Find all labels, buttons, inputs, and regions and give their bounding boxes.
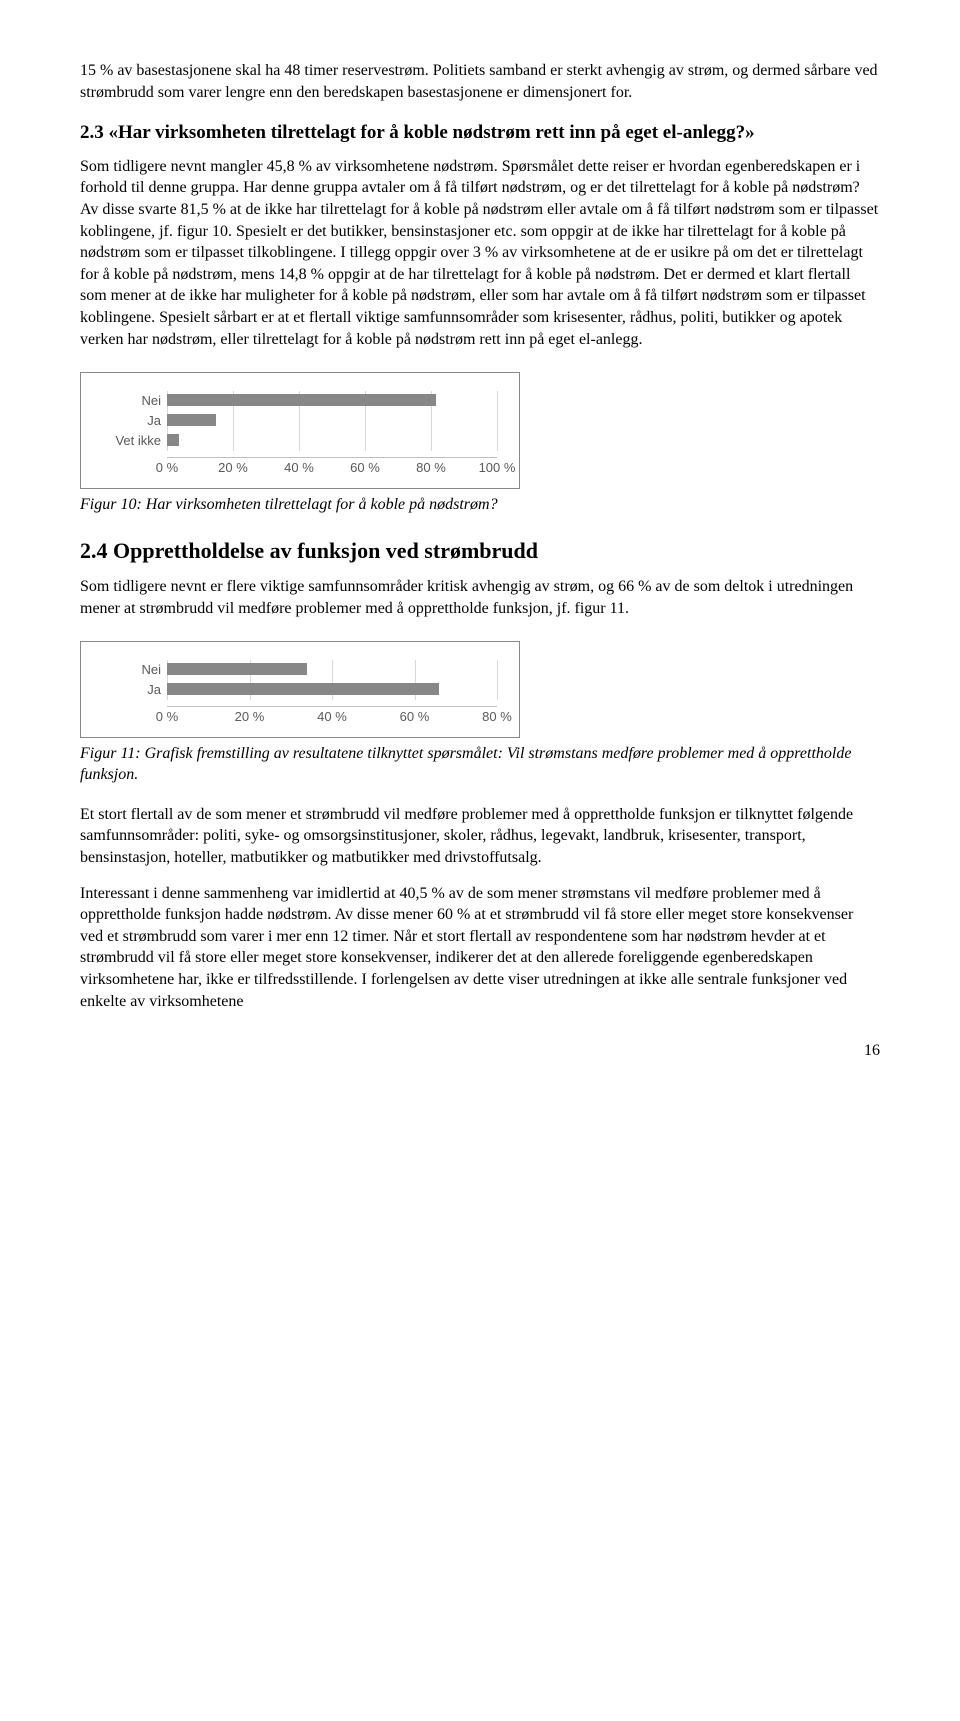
chart-bar xyxy=(167,683,439,695)
results-paragraph-2: Interessant i denne sammenheng var imidl… xyxy=(80,883,880,1013)
chart-category-label: Vet ikke xyxy=(99,433,167,448)
section-2-4-heading: 2.4 Opprettholdelse av funksjon ved strø… xyxy=(80,538,880,564)
chart-category-label: Nei xyxy=(99,662,167,677)
section-2-3-paragraph: Som tidligere nevnt mangler 45,8 % av vi… xyxy=(80,156,880,350)
chart-axis-tick: 0 % xyxy=(156,460,178,475)
chart-bar xyxy=(167,434,179,446)
page-number: 16 xyxy=(80,1042,880,1060)
chart-axis-tick: 40 % xyxy=(284,460,314,475)
chart-axis-tick: 100 % xyxy=(479,460,516,475)
chart-row: Nei xyxy=(99,660,501,678)
figure-11-caption: Figur 11: Grafisk fremstilling av result… xyxy=(80,744,880,786)
chart-bar xyxy=(167,394,436,406)
section-2-3-heading: 2.3 «Har virksomheten tilrettelagt for å… xyxy=(80,121,880,146)
chart-axis-tick: 80 % xyxy=(482,709,512,724)
chart-category-label: Nei xyxy=(99,393,167,408)
intro-paragraph: 15 % av basestasjonene skal ha 48 timer … xyxy=(80,60,880,103)
section-2-4-intro-paragraph: Som tidligere nevnt er flere viktige sam… xyxy=(80,576,880,619)
figure-10-chart: Nei Ja Vet ikke 0 % 20 % 40 % 60 % 80 % 100 % xyxy=(80,372,520,489)
chart-axis-tick: 80 % xyxy=(416,460,446,475)
figure-10-caption: Figur 10: Har virksomheten tilrettelagt … xyxy=(80,495,880,516)
chart-row: Vet ikke xyxy=(99,431,501,449)
results-paragraph-1: Et stort flertall av de som mener et str… xyxy=(80,804,880,869)
chart-axis-tick: 0 % xyxy=(156,709,178,724)
figure-11-chart: Nei Ja 0 % 20 % 40 % 60 % 80 % xyxy=(80,641,520,738)
chart-axis-tick: 20 % xyxy=(218,460,248,475)
chart-row: Ja xyxy=(99,680,501,698)
chart-category-label: Ja xyxy=(99,682,167,697)
chart-row: Ja xyxy=(99,411,501,429)
chart-bar xyxy=(167,414,216,426)
chart-row: Nei xyxy=(99,391,501,409)
chart-axis-tick: 40 % xyxy=(317,709,347,724)
chart-bar xyxy=(167,663,307,675)
chart-category-label: Ja xyxy=(99,413,167,428)
chart-axis-tick: 60 % xyxy=(350,460,380,475)
chart-axis-tick: 60 % xyxy=(400,709,430,724)
chart-axis-tick: 20 % xyxy=(235,709,265,724)
